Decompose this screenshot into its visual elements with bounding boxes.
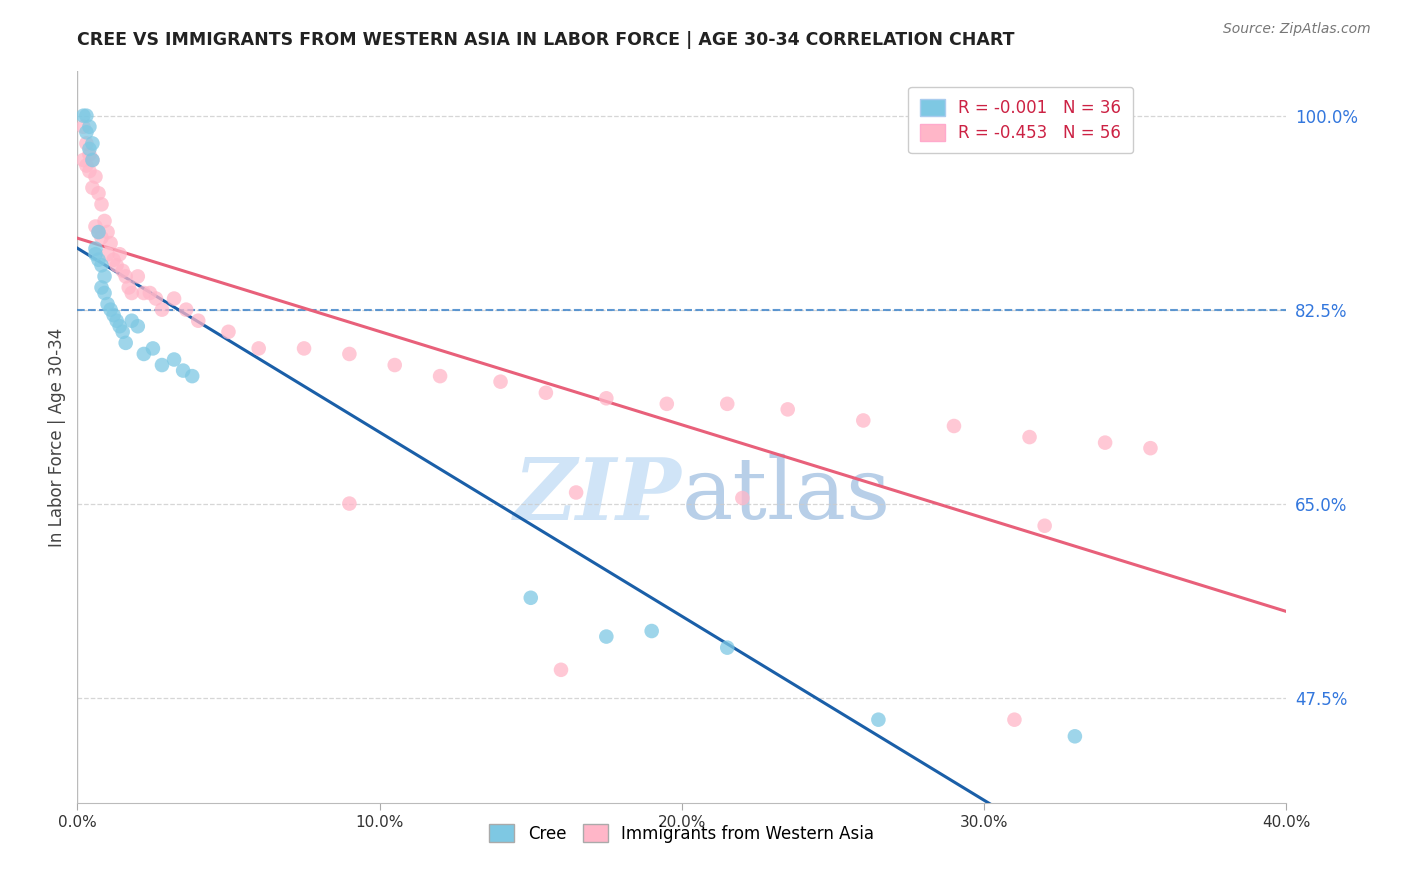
Point: [84, 242, 107, 256]
Point: [93, 269, 115, 284]
Legend: Cree, Immigrants from Western Asia: Cree, Immigrants from Western Asia: [482, 818, 882, 849]
Point: [127, 319, 149, 334]
Point: [174, 302, 197, 317]
Point: [90, 280, 112, 294]
Point: [181, 369, 204, 384]
Point: [942, 419, 965, 434]
Point: [1064, 729, 1087, 743]
Point: [868, 713, 890, 727]
Point: [163, 292, 186, 306]
Point: [489, 375, 512, 389]
Point: [93, 285, 115, 300]
Point: [429, 369, 451, 384]
Point: [187, 314, 209, 328]
Point: [132, 347, 155, 361]
Point: [716, 640, 738, 655]
Point: [852, 413, 875, 427]
Point: [172, 363, 194, 377]
Point: [103, 308, 125, 322]
Point: [247, 342, 270, 356]
Point: [75, 136, 97, 151]
Point: [84, 169, 107, 184]
Point: [90, 258, 112, 272]
Point: [84, 247, 107, 261]
Point: [150, 302, 173, 317]
Point: [520, 591, 543, 605]
Text: Source: ZipAtlas.com: Source: ZipAtlas.com: [1223, 22, 1371, 37]
Point: [82, 153, 104, 167]
Point: [96, 247, 118, 261]
Point: [595, 630, 617, 644]
Point: [1094, 435, 1116, 450]
Point: [716, 397, 738, 411]
Point: [114, 335, 136, 350]
Point: [114, 269, 136, 284]
Point: [79, 142, 101, 156]
Point: [90, 197, 112, 211]
Point: [84, 219, 107, 234]
Point: [776, 402, 799, 417]
Point: [93, 214, 115, 228]
Point: [132, 285, 155, 300]
Point: [595, 392, 617, 406]
Point: [118, 280, 141, 294]
Point: [550, 663, 572, 677]
Point: [142, 342, 165, 356]
Point: [337, 497, 360, 511]
Point: [72, 153, 94, 167]
Point: [103, 252, 125, 267]
Point: [145, 292, 167, 306]
Point: [72, 120, 94, 134]
Point: [105, 314, 128, 328]
Point: [82, 180, 104, 194]
Point: [337, 347, 360, 361]
Point: [121, 314, 143, 328]
Point: [121, 285, 143, 300]
Point: [108, 247, 131, 261]
Point: [82, 136, 104, 151]
Point: [75, 159, 97, 173]
Point: [111, 264, 134, 278]
Point: [731, 491, 754, 505]
Point: [72, 109, 94, 123]
Point: [87, 225, 110, 239]
Text: ZIP: ZIP: [515, 454, 682, 537]
Point: [75, 125, 97, 139]
Point: [534, 385, 557, 400]
Point: [218, 325, 240, 339]
Point: [163, 352, 186, 367]
Point: [111, 325, 134, 339]
Text: CREE VS IMMIGRANTS FROM WESTERN ASIA IN LABOR FORCE | AGE 30-34 CORRELATION CHAR: CREE VS IMMIGRANTS FROM WESTERN ASIA IN …: [77, 31, 1015, 49]
Point: [127, 269, 149, 284]
Point: [96, 225, 118, 239]
Point: [79, 120, 101, 134]
Point: [641, 624, 664, 638]
Point: [1139, 441, 1161, 455]
Point: [1004, 713, 1026, 727]
Point: [96, 297, 118, 311]
Point: [565, 485, 588, 500]
Point: [79, 147, 101, 161]
Point: [75, 109, 97, 123]
Point: [87, 186, 110, 201]
Point: [87, 225, 110, 239]
Point: [384, 358, 406, 372]
Point: [150, 358, 173, 372]
Text: atlas: atlas: [682, 454, 891, 537]
Point: [100, 236, 122, 251]
Point: [82, 153, 104, 167]
Point: [655, 397, 678, 411]
Y-axis label: In Labor Force | Age 30-34: In Labor Force | Age 30-34: [48, 327, 66, 547]
Point: [1018, 430, 1040, 444]
Point: [105, 258, 128, 272]
Point: [1033, 518, 1056, 533]
Point: [108, 319, 131, 334]
Point: [79, 164, 101, 178]
Point: [292, 342, 315, 356]
Point: [100, 302, 122, 317]
Point: [90, 230, 112, 244]
Point: [139, 285, 162, 300]
Point: [87, 252, 110, 267]
